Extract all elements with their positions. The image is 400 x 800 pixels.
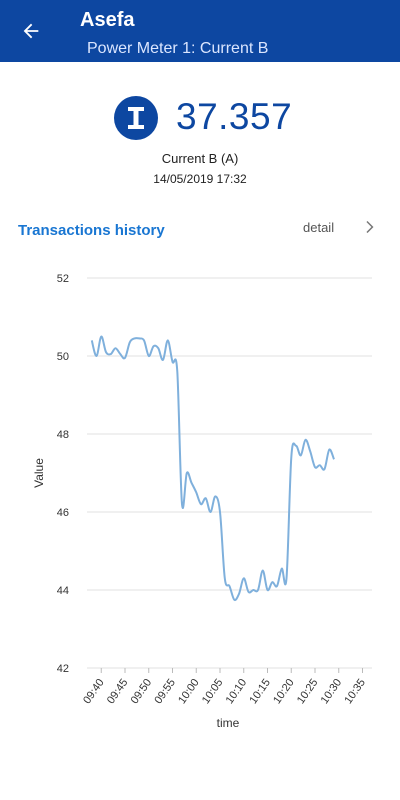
x-tick-label: 10:00 [176, 677, 202, 706]
reading-timestamp: 14/05/2019 17:32 [153, 172, 247, 186]
x-tick-label: 09:50 [129, 677, 155, 706]
chevron-right-icon[interactable] [360, 218, 378, 236]
x-tick-label: 09:40 [81, 677, 107, 706]
y-axis-label: Value [32, 458, 46, 488]
x-tick-label: 09:55 [152, 677, 178, 706]
x-tick-label: 10:05 [200, 677, 226, 706]
detail-link[interactable]: detail [303, 220, 335, 235]
x-tick-label: 09:45 [105, 677, 131, 706]
app-bar: Asefa Power Meter 1: Current B [0, 0, 400, 62]
measurement-label: Current B (A) [161, 151, 239, 166]
y-tick-label: 48 [57, 429, 69, 441]
x-tick-label: 10:35 [342, 677, 368, 706]
x-axis-label: time [217, 716, 240, 730]
x-tick-label: 10:30 [319, 677, 345, 706]
x-tick-label: 10:25 [295, 677, 321, 706]
y-tick-label: 44 [57, 585, 69, 597]
series-line [90, 335, 335, 602]
current-badge [114, 96, 158, 140]
current-i-icon [128, 107, 144, 129]
x-tick-label: 10:20 [271, 677, 297, 706]
y-tick-label: 52 [57, 273, 69, 285]
app-subtitle: Power Meter 1: Current B [87, 40, 269, 57]
y-tick-label: 42 [57, 663, 69, 675]
arrow-left-icon [23, 23, 39, 39]
history-title: Transactions history [18, 222, 165, 239]
y-tick-label: 46 [57, 507, 69, 519]
x-tick-label: 10:15 [247, 677, 273, 706]
current-value: 37.357 [176, 96, 293, 137]
y-tick-label: 50 [57, 351, 69, 363]
x-tick-label: 10:10 [224, 677, 250, 706]
back-button[interactable] [14, 14, 48, 48]
app-title: Asefa [80, 9, 135, 31]
